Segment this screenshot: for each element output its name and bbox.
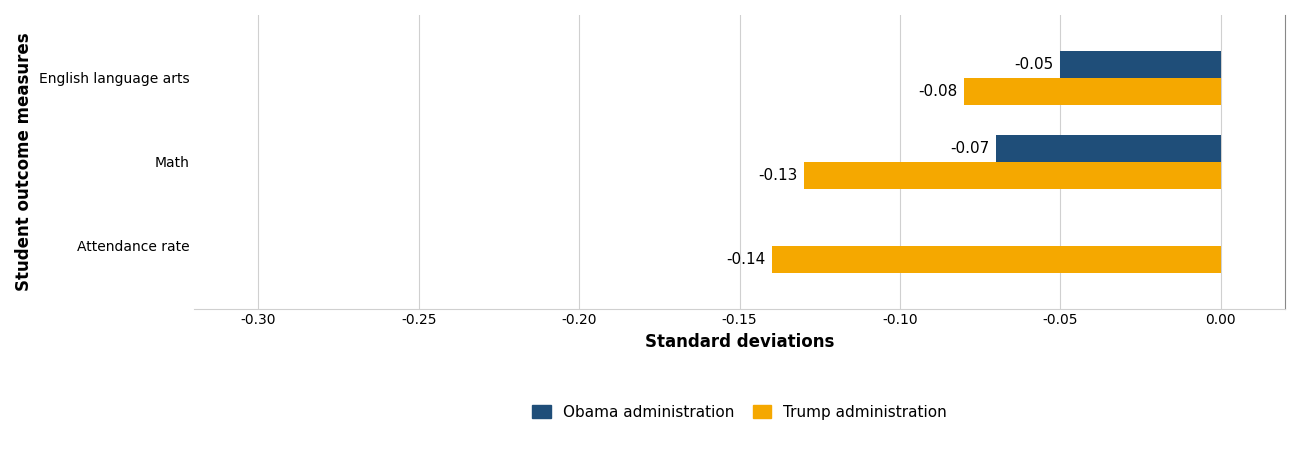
Text: -0.13: -0.13: [758, 168, 797, 183]
Text: -0.05: -0.05: [1015, 57, 1054, 72]
X-axis label: Standard deviations: Standard deviations: [645, 333, 835, 351]
Y-axis label: Student outcome measures: Student outcome measures: [16, 32, 32, 291]
Bar: [772, 246, 1221, 272]
Legend: Obama administration, Trump administration: Obama administration, Trump administrati…: [526, 399, 953, 425]
Text: -0.08: -0.08: [919, 84, 958, 99]
Bar: [1061, 51, 1221, 78]
Bar: [996, 135, 1221, 162]
Bar: [965, 78, 1221, 105]
Text: -0.07: -0.07: [950, 141, 989, 156]
Bar: [803, 162, 1221, 189]
Text: -0.14: -0.14: [725, 252, 766, 266]
